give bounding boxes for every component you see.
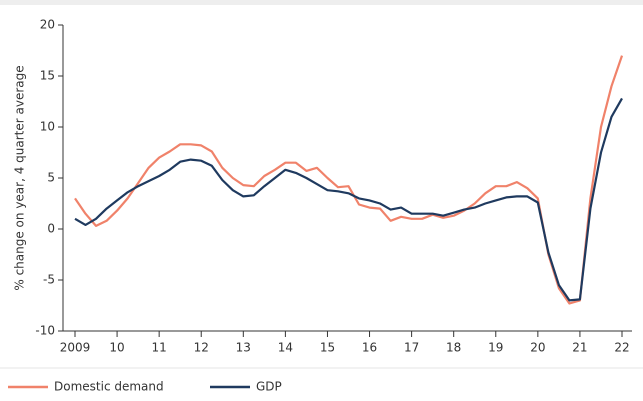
y-tick-label: -5 — [43, 273, 55, 287]
x-tick-label: 12 — [194, 341, 209, 355]
x-tick-label: 16 — [362, 341, 377, 355]
y-axis-label: % change on year, 4 quarter average — [13, 65, 27, 290]
x-tick-label: 15 — [320, 341, 335, 355]
x-tick-label: 19 — [488, 341, 503, 355]
x-tick-label: 14 — [278, 341, 293, 355]
y-tick-label: 15 — [40, 69, 55, 83]
x-tick-label: 10 — [109, 341, 124, 355]
y-tick-label: 20 — [40, 18, 55, 32]
x-tick-label: 13 — [236, 341, 251, 355]
y-tick-label: 5 — [47, 171, 55, 185]
x-tick-label: 11 — [152, 341, 167, 355]
x-tick-label: 22 — [614, 341, 629, 355]
series-line — [74, 55, 624, 305]
x-tick-label: 21 — [572, 341, 587, 355]
legend-label: GDP — [256, 380, 282, 394]
x-tick-label: 2009 — [60, 341, 91, 355]
series-line — [74, 97, 623, 302]
top-band — [0, 0, 643, 5]
y-tick-label: 0 — [47, 222, 55, 236]
legend-label: Domestic demand — [54, 380, 164, 394]
x-tick-label: 17 — [404, 341, 419, 355]
y-tick-label: -10 — [35, 324, 55, 338]
y-tick-label: 10 — [40, 120, 55, 134]
x-tick-label: 18 — [446, 341, 461, 355]
x-tick-label: 20 — [530, 341, 545, 355]
